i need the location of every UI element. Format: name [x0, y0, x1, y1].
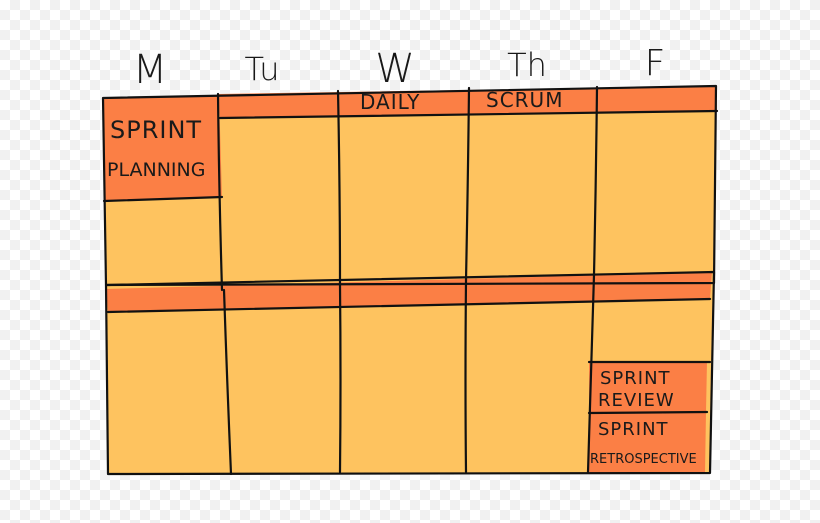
day-headers: M Tu W Th F [133, 43, 666, 93]
day-monday: M [133, 47, 168, 93]
grid-lines [101, 84, 719, 476]
sprint-planning-block [103, 95, 222, 201]
sprint-retrospective-label-bottom: RETROSPECTIVE [590, 452, 697, 467]
sprint-retrospective-block [588, 412, 706, 473]
sprint-review-block [589, 361, 707, 413]
event-labels: DAILY SCRUM SPRINT PLANNING SPRINT REVIE… [107, 88, 697, 467]
day-wednesday: W [375, 46, 415, 92]
daily-scrum-label-left: DAILY [360, 90, 420, 114]
day-thursday: Th [507, 46, 547, 84]
week-two-area [106, 272, 714, 474]
day-tuesday: Tu [245, 50, 280, 88]
sprint-review-label-top: SPRINT [600, 368, 671, 389]
daily-scrum-label-right: SCRUM [486, 88, 563, 112]
sprint-retrospective-label-top: SPRINT [598, 419, 669, 440]
week-one-area [103, 86, 716, 285]
sprint-review-label-bottom: REVIEW [598, 390, 675, 411]
day-friday: F [645, 43, 666, 84]
sprint-planning-label-bottom: PLANNING [107, 159, 205, 181]
sprint-planning-label-top: SPRINT [110, 116, 202, 144]
